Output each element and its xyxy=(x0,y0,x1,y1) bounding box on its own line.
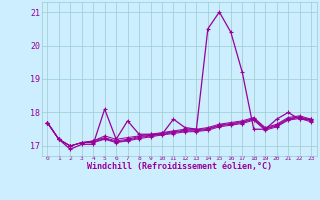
X-axis label: Windchill (Refroidissement éolien,°C): Windchill (Refroidissement éolien,°C) xyxy=(87,162,272,171)
